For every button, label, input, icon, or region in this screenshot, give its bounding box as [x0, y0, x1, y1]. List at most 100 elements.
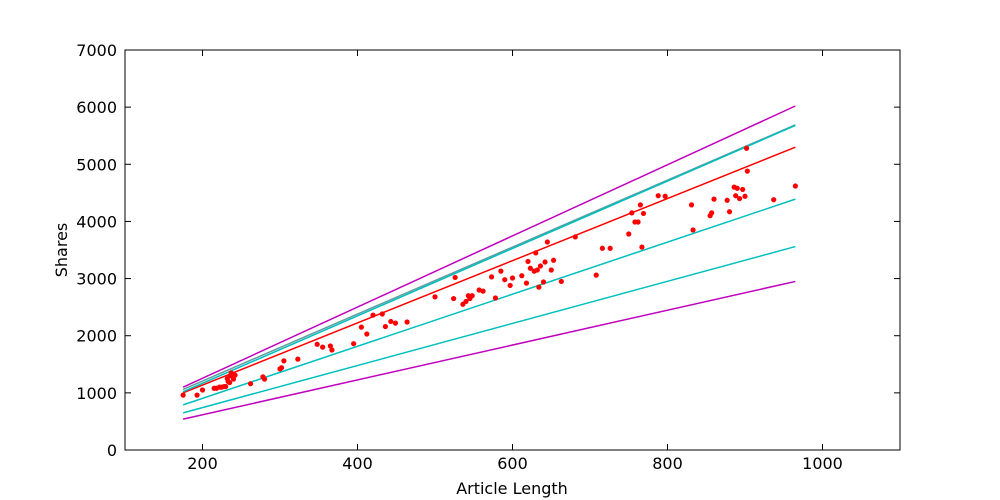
data-points	[180, 145, 798, 398]
data-point	[379, 311, 385, 317]
data-point	[388, 318, 394, 325]
data-point	[247, 381, 254, 387]
axis-ticks: 200 400 600 800 1000 0 1000 2000 3000 4000 5000 600…	[76, 41, 900, 473]
data-point	[540, 279, 547, 285]
y-tick-label: 3000	[76, 270, 117, 289]
data-point	[469, 293, 475, 299]
data-point	[320, 344, 326, 350]
data-point	[523, 280, 530, 286]
data-point	[351, 341, 357, 347]
data-point	[281, 358, 287, 364]
data-point	[655, 193, 661, 199]
data-point	[519, 273, 525, 279]
data-point	[639, 244, 645, 250]
data-point	[180, 392, 186, 398]
data-point	[544, 239, 550, 245]
data-point	[278, 365, 285, 371]
data-point	[662, 193, 668, 199]
data-point	[635, 219, 641, 225]
data-point	[527, 265, 533, 271]
data-point	[364, 331, 370, 337]
x-tick-label: 1000	[802, 454, 843, 473]
data-point	[548, 267, 554, 273]
data-point	[736, 195, 743, 202]
y-tick-label: 2000	[76, 327, 117, 346]
data-point	[295, 356, 301, 362]
data-point	[451, 295, 457, 302]
x-tick-label: 400	[342, 454, 373, 473]
fit-line-1	[182, 146, 796, 394]
y-tick-label: 0	[107, 441, 117, 460]
x-tick-label: 600	[497, 454, 528, 473]
data-point	[607, 245, 613, 251]
data-point	[488, 274, 495, 280]
data-point	[507, 282, 513, 289]
y-axis-label: Shares	[52, 223, 71, 278]
data-point	[743, 145, 750, 151]
fit-line-5	[182, 245, 796, 414]
fit-lines	[182, 105, 796, 420]
fit-line-3	[182, 124, 796, 393]
data-point	[709, 210, 715, 216]
y-tick-label: 1000	[76, 384, 117, 403]
data-point	[726, 209, 733, 215]
data-point	[629, 210, 635, 216]
data-point	[536, 284, 542, 290]
data-point	[480, 288, 486, 294]
fit-line-7	[182, 280, 796, 420]
data-point	[232, 372, 238, 378]
data-point	[542, 259, 548, 265]
data-point	[382, 323, 388, 330]
data-point	[404, 319, 410, 325]
data-point	[452, 274, 458, 281]
y-tick-label: 5000	[76, 155, 117, 174]
data-point	[711, 196, 717, 202]
data-point	[537, 263, 544, 269]
y-tick-label: 4000	[76, 212, 117, 231]
fit-line-4	[182, 198, 796, 406]
data-point	[742, 193, 748, 199]
data-point	[688, 202, 695, 208]
data-point	[534, 267, 540, 273]
y-tick-label: 7000	[76, 41, 117, 60]
data-point	[492, 295, 499, 301]
x-tick-label: 800	[652, 454, 683, 473]
data-point	[509, 275, 516, 281]
data-point	[626, 231, 632, 237]
data-point	[525, 258, 531, 265]
x-tick-label: 200	[187, 454, 218, 473]
data-point	[230, 376, 237, 382]
data-point	[599, 245, 606, 251]
data-point	[733, 193, 739, 199]
data-point	[502, 277, 508, 283]
data-point	[593, 272, 599, 278]
data-point	[329, 347, 335, 353]
y-tick-label: 6000	[76, 98, 117, 117]
data-point	[533, 250, 539, 256]
data-point	[740, 186, 746, 193]
data-point	[194, 392, 200, 398]
data-point	[771, 197, 777, 203]
data-point	[327, 343, 333, 349]
data-point	[432, 294, 438, 300]
data-point	[227, 379, 233, 386]
data-point	[370, 312, 376, 318]
data-point	[358, 324, 364, 330]
data-point	[572, 234, 578, 240]
data-point	[744, 168, 750, 174]
data-point	[558, 278, 564, 285]
data-point	[463, 298, 469, 305]
data-point	[261, 376, 268, 382]
data-point	[550, 257, 557, 263]
data-point	[637, 202, 643, 208]
data-point	[498, 268, 504, 274]
data-point	[640, 210, 647, 217]
fit-line-6	[182, 105, 796, 388]
data-point	[223, 383, 229, 390]
fit-line-2	[182, 124, 796, 391]
data-point	[228, 370, 234, 376]
x-axis-label: Article Length	[456, 479, 568, 498]
data-point	[199, 387, 206, 393]
data-point	[392, 320, 399, 326]
